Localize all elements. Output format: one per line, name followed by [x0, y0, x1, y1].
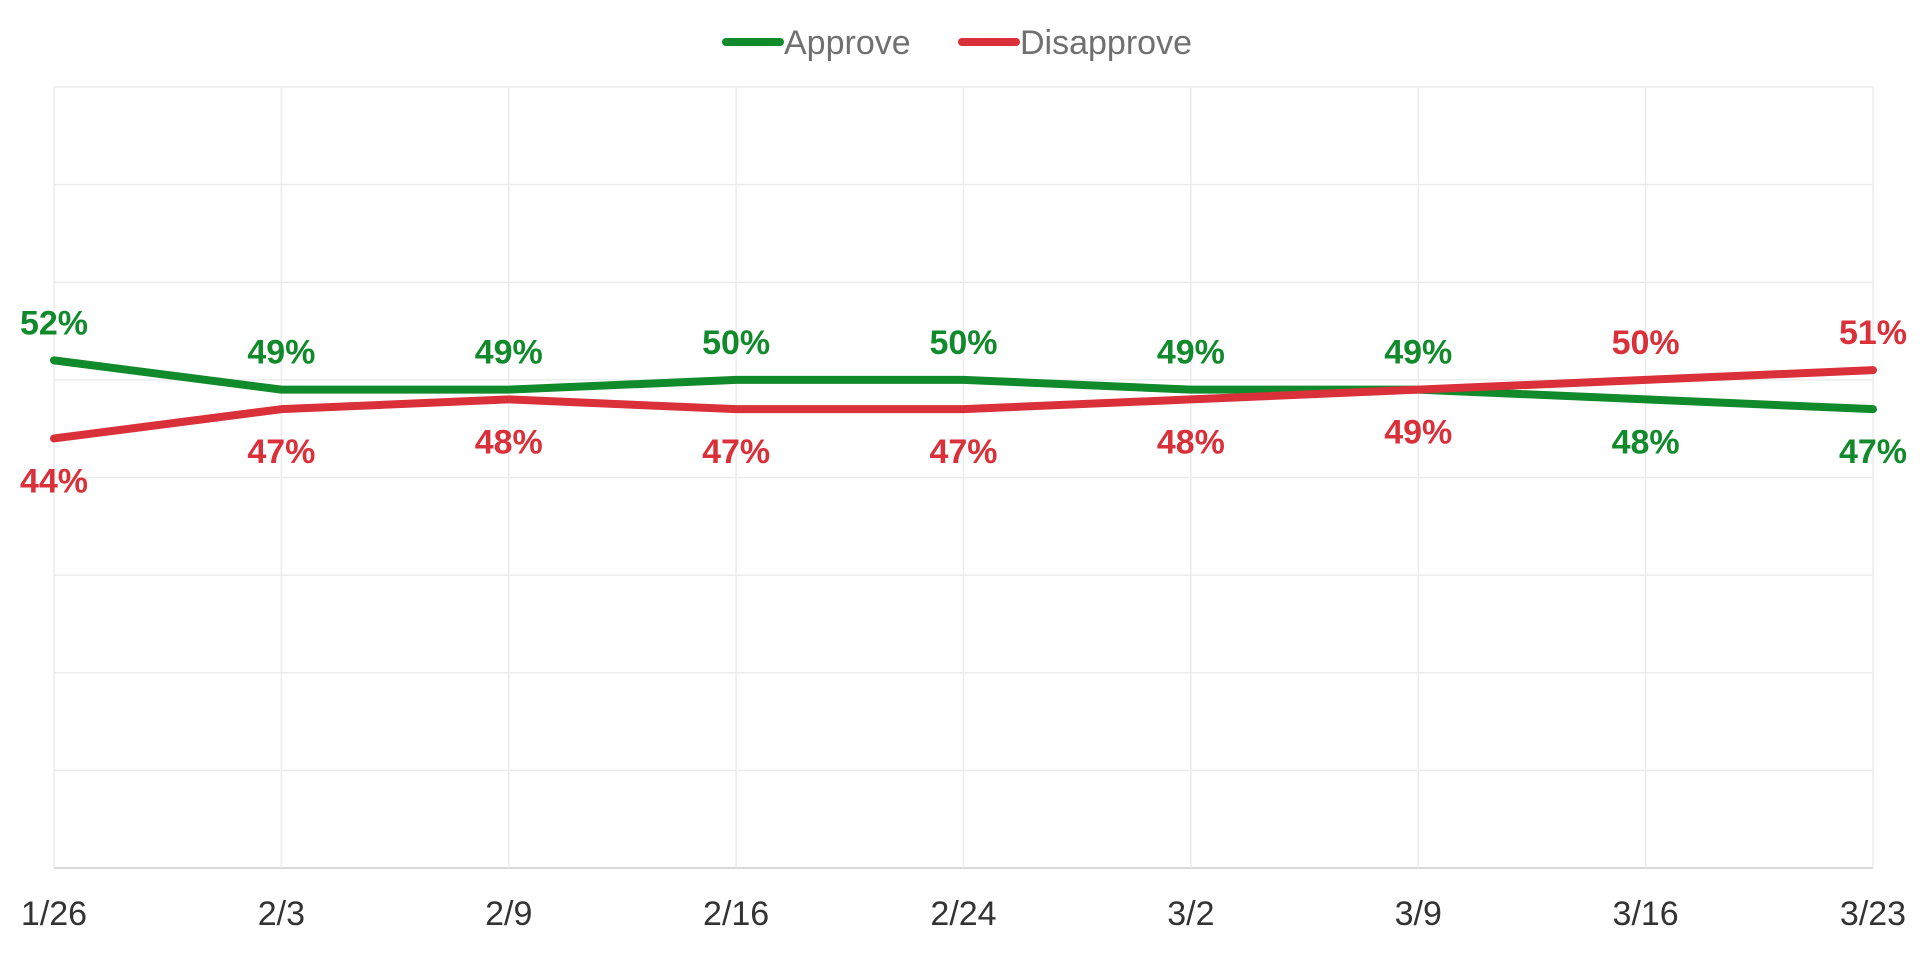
data-label-approve: 49%	[1157, 334, 1225, 372]
data-label-approve: 49%	[1384, 334, 1452, 372]
x-tick-label: 3/9	[1395, 895, 1442, 933]
x-tick-label: 2/9	[485, 895, 532, 933]
x-tick-label: 2/3	[258, 895, 305, 933]
series-lines	[50, 356, 1877, 443]
x-axis-tick-labels: 1/26 2/3 2/9 2/16 2/24 3/2 3/9 3/16 3/23	[21, 895, 1906, 933]
x-tick-label: 3/23	[1840, 895, 1906, 933]
data-label-approve: 49%	[247, 334, 315, 372]
data-label-disapprove: 47%	[247, 433, 315, 471]
data-label-disapprove: 48%	[1157, 423, 1225, 461]
data-label-disapprove: 49%	[1384, 414, 1452, 452]
data-label-approve: 49%	[475, 334, 543, 372]
legend-item-approve[interactable]: Approve	[722, 24, 911, 62]
series-line-approve	[50, 356, 1877, 414]
data-label-disapprove: 44%	[20, 462, 88, 500]
series-line-disapprove	[50, 366, 1877, 443]
x-tick-label: 3/2	[1167, 895, 1214, 933]
x-tick-label: 1/26	[21, 895, 87, 933]
legend[interactable]: Approve Disapprove	[722, 24, 1192, 62]
data-label-approve: 50%	[929, 324, 997, 362]
x-tick-label: 3/16	[1613, 895, 1679, 933]
legend-item-disapprove[interactable]: Disapprove	[958, 24, 1192, 62]
data-label-disapprove: 51%	[1839, 314, 1907, 352]
data-label-approve: 47%	[1839, 433, 1907, 471]
legend-label: Disapprove	[1020, 24, 1192, 62]
x-tick-label: 2/16	[703, 895, 769, 933]
data-label-disapprove: 48%	[475, 423, 543, 461]
data-label-disapprove: 47%	[702, 433, 770, 471]
data-label-disapprove: 50%	[1612, 324, 1680, 362]
legend-label: Approve	[784, 24, 911, 62]
data-label-approve: 52%	[20, 304, 88, 342]
data-label-approve: 48%	[1612, 423, 1680, 461]
data-label-approve: 50%	[702, 324, 770, 362]
data-label-disapprove: 47%	[929, 433, 997, 471]
grid	[53, 86, 1874, 869]
data-labels: 52% 44% 49% 47% 49% 48% 50% 47% 50% 47% 49% 48% 49% 4…	[20, 304, 1907, 500]
x-tick-label: 2/24	[930, 895, 996, 933]
